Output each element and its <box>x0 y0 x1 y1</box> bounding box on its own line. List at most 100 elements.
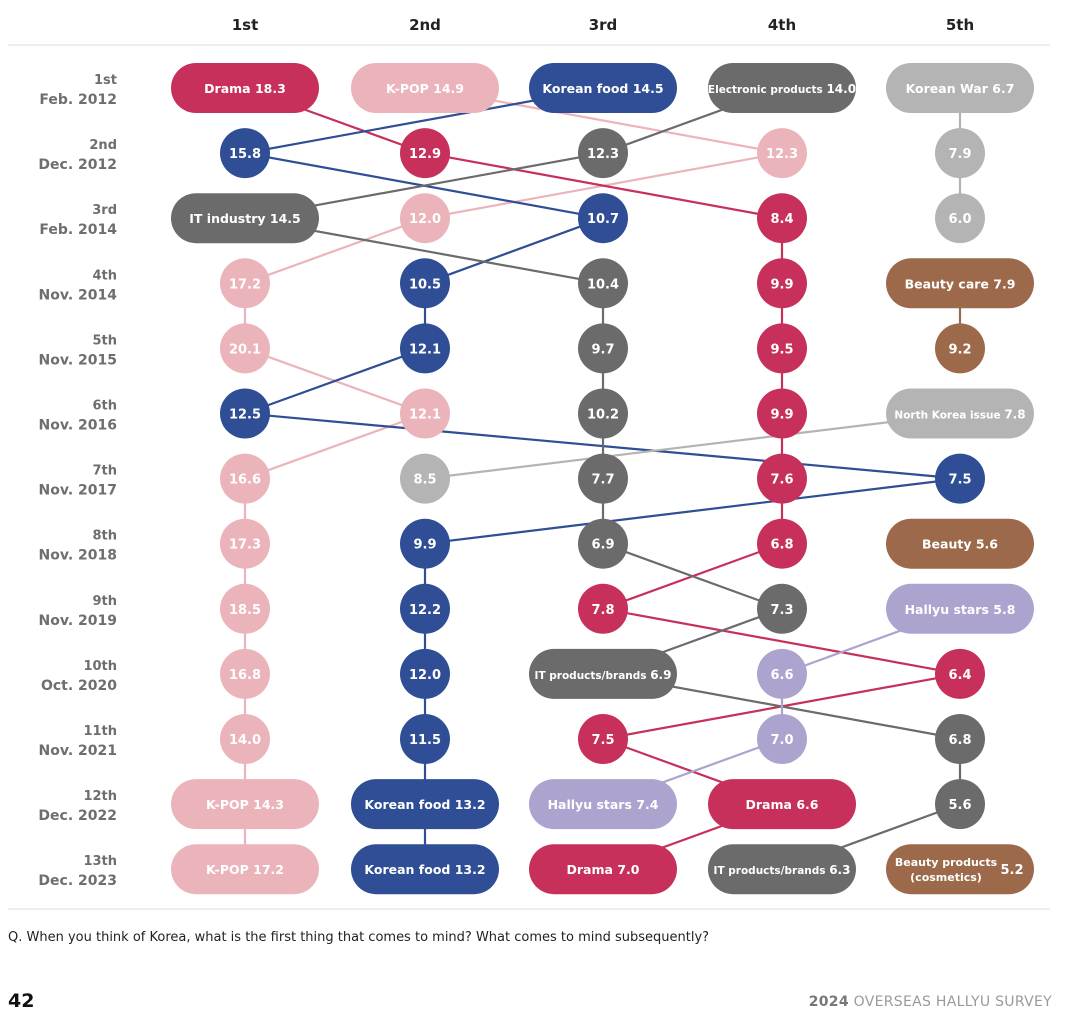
node-value: 12.3 <box>587 147 619 162</box>
node-label: Korean food 13.2 <box>364 862 485 877</box>
node-value: 14.0 <box>229 733 261 748</box>
circle-node: 6.8 <box>757 518 807 569</box>
circle-node: 9.9 <box>757 388 807 439</box>
circle-shape <box>220 648 270 699</box>
node-label-text: Korean food <box>364 862 454 877</box>
circle-node: 9.5 <box>757 323 807 374</box>
node-value: 13.2 <box>455 797 486 812</box>
node-value: 14.0 <box>826 82 856 96</box>
circle-node: 9.9 <box>757 258 807 309</box>
circle-node: 12.2 <box>400 583 450 634</box>
circle-node: 12.1 <box>400 388 450 439</box>
node-value: 15.8 <box>229 147 261 162</box>
circle-shape <box>935 453 985 504</box>
node-value: 9.7 <box>591 342 614 357</box>
pill-shape <box>351 844 499 895</box>
circle-shape <box>220 714 270 764</box>
circle-shape <box>578 258 628 309</box>
pill-node: K-POP 14.3 <box>171 779 319 830</box>
pill-node: Electronic products 14.0 <box>708 63 856 113</box>
row-round-label: 9th <box>92 594 117 609</box>
node-value: 6.6 <box>770 668 793 683</box>
pill-shape <box>886 844 1034 895</box>
row-date-label: Feb. 2014 <box>39 222 117 238</box>
pill-shape <box>886 258 1034 309</box>
pill-shape <box>529 63 677 113</box>
circle-shape <box>220 258 270 309</box>
pill-shape <box>529 648 677 699</box>
circle-node: 9.9 <box>400 518 450 569</box>
node-label: K-POP 14.9 <box>386 81 464 96</box>
circle-node: 17.3 <box>220 518 270 569</box>
circle-node: 12.1 <box>400 323 450 374</box>
node-label-text: IT industry <box>189 211 270 226</box>
pill-node: IT products/brands 6.9 <box>529 648 677 699</box>
column-header: 5th <box>946 16 974 34</box>
circle-node: 10.7 <box>578 193 628 244</box>
row-date-label: Dec. 2022 <box>38 808 117 824</box>
row-round-label: 10th <box>83 659 117 674</box>
node-value: 16.8 <box>229 668 261 683</box>
node-value: 17.2 <box>229 277 261 292</box>
pill-shape <box>886 583 1034 634</box>
column-header: 4th <box>768 16 796 34</box>
node-label: Drama 6.6 <box>746 797 819 812</box>
node-label-text: K-POP <box>206 862 253 877</box>
pill-node: K-POP 14.9 <box>351 63 499 113</box>
circle-shape <box>220 453 270 504</box>
circle-shape <box>757 323 807 374</box>
node-value: 9.9 <box>770 277 793 292</box>
node-value: 7.5 <box>948 473 971 488</box>
node-value: 12.9 <box>409 147 441 162</box>
column-header: 2nd <box>409 16 441 34</box>
footer-title: 2024 OVERSEAS HALLYU SURVEY <box>809 994 1052 1010</box>
node-value: 20.1 <box>229 342 261 357</box>
node-value: 12.1 <box>409 342 441 357</box>
circle-node: 6.4 <box>935 648 985 699</box>
circle-shape <box>757 258 807 309</box>
circle-shape <box>757 453 807 504</box>
circle-shape <box>935 193 985 244</box>
circle-node: 8.5 <box>400 453 450 504</box>
circle-shape <box>400 388 450 439</box>
node-value: 12.0 <box>409 668 441 683</box>
node-value: 18.3 <box>255 81 286 96</box>
connector-line <box>424 152 783 220</box>
circle-shape <box>757 714 807 764</box>
node-label: Hallyu stars 7.4 <box>548 797 659 812</box>
node-value: 5.2 <box>1000 863 1023 878</box>
node-value: 7.0 <box>770 733 793 748</box>
node-value: 8.4 <box>770 212 793 227</box>
connector-line <box>602 542 783 610</box>
row-round-label: 13th <box>83 854 117 869</box>
row-date-label: Nov. 2014 <box>39 287 118 303</box>
circle-shape <box>578 583 628 634</box>
pill-shape <box>886 63 1034 113</box>
pill-shape <box>708 844 856 895</box>
node-value: 7.0 <box>617 862 639 877</box>
pill-shape <box>708 779 856 830</box>
footer-title-text: OVERSEAS HALLYU SURVEY <box>853 994 1052 1010</box>
circle-shape <box>400 648 450 699</box>
row-round-label: 3rd <box>92 203 117 218</box>
pill-node: Hallyu stars 7.4 <box>529 779 677 830</box>
node-value: 17.2 <box>253 862 284 877</box>
node-value: 5.8 <box>993 602 1015 617</box>
node-value: 6.9 <box>650 668 671 682</box>
pill-shape <box>529 779 677 830</box>
circle-shape <box>935 128 985 179</box>
pill-node: Drama 7.0 <box>529 844 677 895</box>
circle-shape <box>220 583 270 634</box>
pill-node: Beauty care 7.9 <box>886 258 1034 309</box>
connector-line <box>424 217 604 285</box>
circle-node: 7.5 <box>578 714 628 764</box>
node-value: 6.4 <box>948 668 971 683</box>
node-label: K-POP 17.2 <box>206 862 284 877</box>
node-label-text: Drama <box>746 797 797 812</box>
node-value: 6.0 <box>948 212 971 227</box>
node-value: 13.2 <box>455 862 486 877</box>
node-value: 12.3 <box>766 147 798 162</box>
circle-node: 7.3 <box>757 583 807 634</box>
circle-shape <box>578 453 628 504</box>
node-value: 10.4 <box>587 277 619 292</box>
